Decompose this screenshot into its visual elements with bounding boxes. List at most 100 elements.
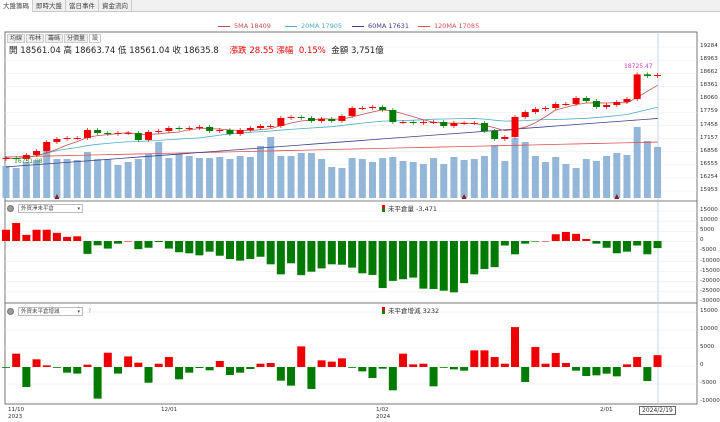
candle	[603, 105, 611, 108]
volume-bar	[257, 146, 264, 198]
net-oi-bar	[134, 241, 143, 250]
legend-60ma: 60MA 17631	[352, 22, 409, 30]
tab-price-volume[interactable]: 分價量	[64, 34, 89, 43]
candle	[277, 117, 285, 126]
net-oi-bar	[246, 241, 255, 259]
candle	[328, 118, 336, 122]
candle	[267, 125, 275, 127]
oi-change-bar	[368, 367, 377, 378]
net-oi-bar	[531, 241, 540, 242]
volume-bar	[623, 154, 631, 198]
help-icon[interactable]: ?	[88, 308, 92, 315]
ma20-line	[5, 106, 658, 159]
volume-bar	[165, 158, 173, 198]
oi-change-bar	[317, 360, 326, 367]
volume-bar	[654, 146, 662, 198]
net-oi-bar	[551, 234, 560, 241]
panel2-settings-icon[interactable]	[7, 205, 14, 212]
volume-bar	[542, 162, 550, 198]
candle	[195, 126, 203, 129]
volume-bar	[358, 158, 366, 198]
change-label: 漲跌	[229, 46, 247, 56]
panel3-selector[interactable]: 外資未平倉增減	[18, 307, 83, 316]
pct-value: 0.15%	[298, 46, 326, 56]
settlement-marker	[614, 194, 620, 199]
candle	[307, 117, 315, 122]
volume-bar	[267, 136, 275, 198]
candle	[246, 128, 254, 131]
oi-change-bar	[551, 353, 560, 367]
panel3-settings-icon[interactable]	[7, 308, 14, 315]
candle	[480, 122, 488, 131]
volume-bar	[419, 164, 427, 198]
candle	[185, 128, 193, 130]
low-label: 低	[117, 46, 127, 56]
net-oi-bar	[368, 241, 377, 275]
panel2-selector[interactable]: 外資淨未平倉	[18, 204, 83, 213]
volume-bar	[389, 156, 397, 198]
date-label: 1/02 2024	[376, 407, 391, 420]
date-label: 12/01	[161, 407, 178, 413]
oichange-tick: 10000	[700, 326, 718, 332]
volume-bar	[2, 166, 10, 198]
high-marker: 18725.47	[624, 63, 653, 70]
net-oi-bar	[317, 241, 326, 269]
net-oi-bar	[63, 236, 72, 241]
netoi-tick: 5000	[700, 227, 715, 234]
net-oi-bar	[175, 241, 184, 253]
volume-bar	[592, 160, 600, 198]
volume-bar	[145, 154, 153, 198]
tab-chips[interactable]: 籌碼	[45, 34, 64, 43]
tab-market-chips[interactable]: 大盤籌碼	[0, 0, 33, 12]
settings-button[interactable]: 設	[89, 34, 102, 43]
net-oi-bar	[511, 241, 519, 255]
price-tick: 18963	[700, 56, 718, 63]
open-label: 開	[9, 46, 18, 56]
volume-bar	[470, 158, 478, 198]
oi-change-bar	[225, 367, 234, 376]
candle	[470, 122, 478, 124]
net-oi-bar	[205, 241, 214, 252]
settlement-marker	[461, 194, 467, 199]
oi-change-bar	[215, 360, 224, 367]
candle	[134, 132, 142, 140]
volume-bar	[501, 160, 509, 198]
oi-change-bar	[633, 357, 642, 367]
legend-5ma: 5MA 18409	[218, 22, 271, 30]
volume-bar	[307, 152, 315, 198]
netoi-tick: -5000	[700, 247, 717, 254]
oi-change-bar	[113, 367, 122, 374]
candle	[582, 98, 590, 101]
netoi-tick: -20000	[700, 277, 720, 284]
oi-change-bar	[592, 367, 601, 376]
net-oi-bar	[52, 232, 61, 241]
volume-bar	[246, 156, 254, 198]
tab-fund-flow[interactable]: 資金流向	[99, 0, 132, 12]
oi-change-bar	[236, 367, 245, 373]
tab-events[interactable]: 當日事件	[66, 0, 99, 12]
tab-bollinger[interactable]: 布林	[26, 34, 45, 43]
candle	[531, 108, 539, 113]
net-oi-bar	[32, 229, 41, 241]
candle	[236, 130, 244, 134]
volume-bar	[399, 160, 407, 198]
netoi-tick: -10000	[700, 257, 720, 264]
net-oi-bar	[256, 241, 265, 257]
candle	[318, 118, 326, 122]
candle	[633, 74, 641, 100]
oi-change-bar	[22, 367, 31, 387]
oi-change-bar	[388, 367, 397, 391]
panel3-value: 未平倉增減 3232	[388, 307, 440, 315]
panel2-title: 未平倉量 -3,471	[382, 203, 437, 213]
tab-realtime[interactable]: 即時大盤	[33, 0, 66, 12]
candle	[430, 122, 438, 124]
oi-change-bar	[470, 350, 479, 367]
price-tick: 15953	[700, 187, 718, 193]
tab-ma[interactable]: 均線	[7, 34, 26, 43]
candle	[399, 122, 407, 124]
net-oi-bar	[73, 236, 82, 241]
oi-change-bar	[154, 363, 163, 367]
candle	[104, 132, 112, 134]
net-oi-bar	[429, 241, 438, 290]
